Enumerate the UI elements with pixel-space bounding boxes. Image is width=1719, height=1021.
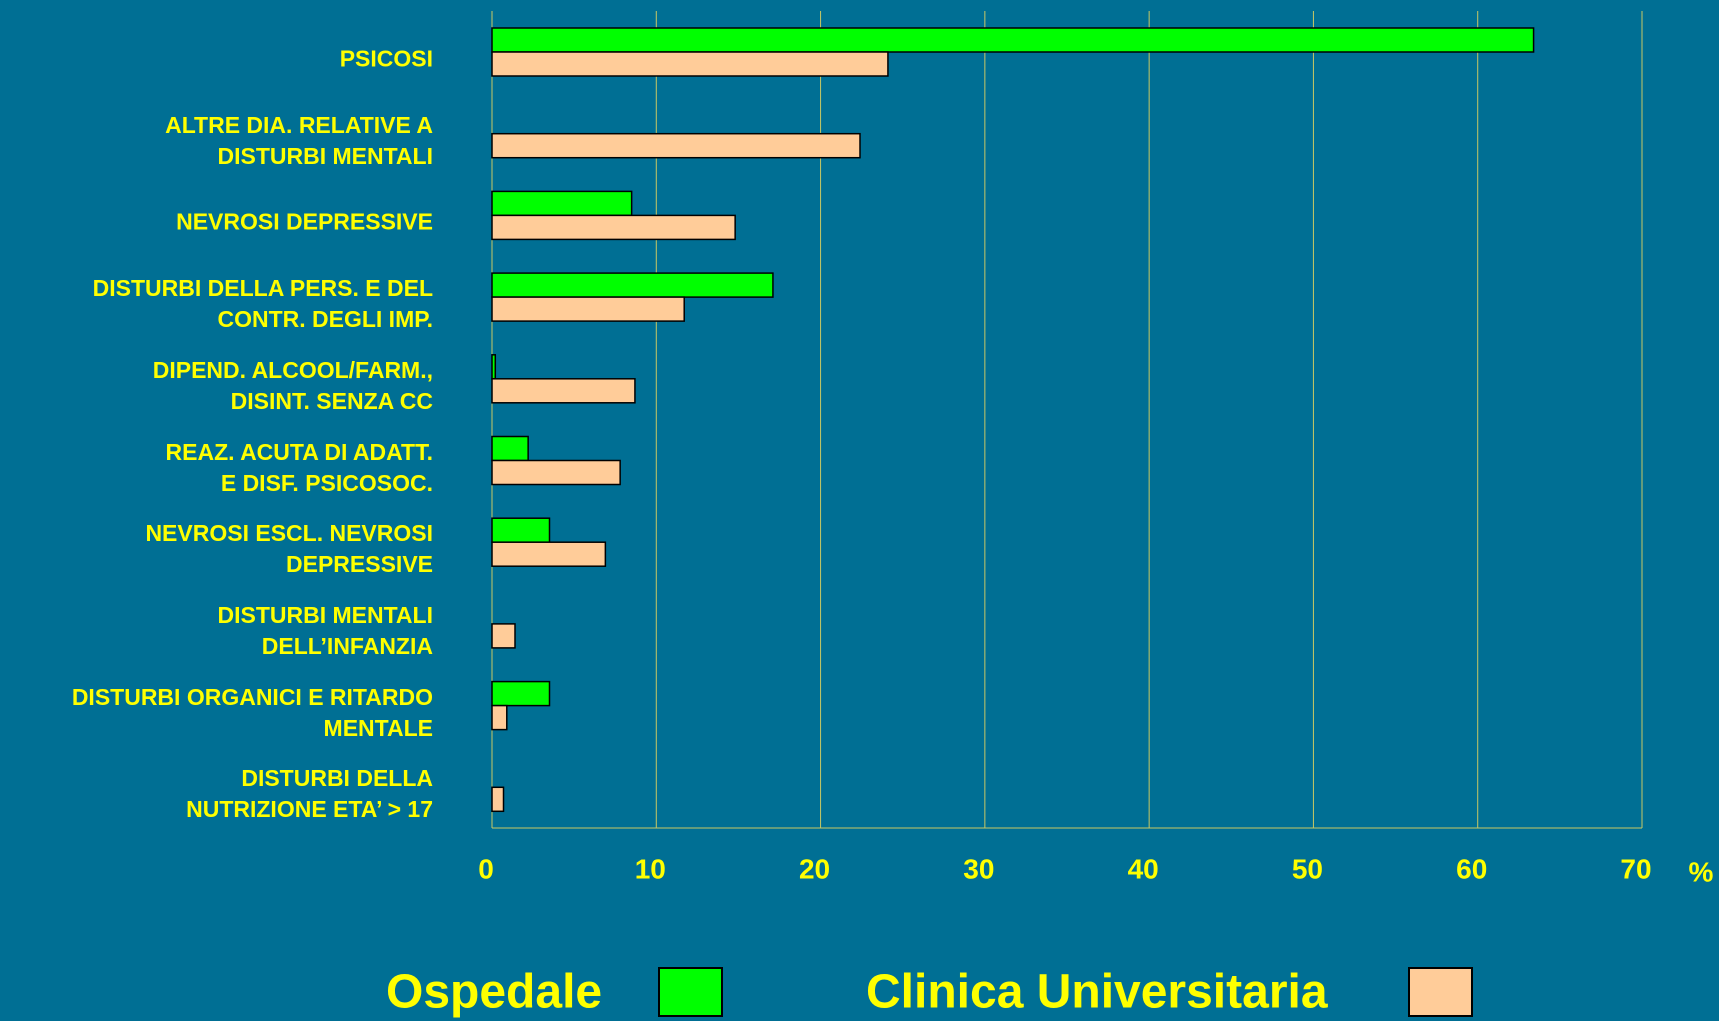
y-tick-label: NEVROSI DEPRESSIVE [176, 208, 433, 235]
x-tick-label: 10 [635, 853, 666, 884]
bar [491, 786, 505, 813]
x-tick-label: 20 [799, 853, 830, 884]
legend-label: Clinica Universitaria [866, 966, 1328, 1019]
bar [491, 517, 551, 543]
bar [491, 680, 551, 707]
y-tick-label: DISTURBI MENTALI DELL’INFANZIA [217, 601, 433, 659]
bar [491, 132, 861, 159]
bar [491, 704, 508, 731]
bar [491, 51, 889, 77]
x-tick-label: 0 [478, 853, 494, 884]
y-tick-label: DISTURBI ORGANICI E RITARDO MENTALE [71, 683, 433, 741]
bar [491, 190, 633, 217]
bar [491, 541, 607, 567]
bar [491, 378, 636, 404]
x-tick-label: 50 [1292, 853, 1323, 884]
x-tick-label: 40 [1128, 853, 1159, 884]
y-tick-label: ALTRE DIA. RELATIVE A DISTURBI MENTALI [165, 111, 433, 169]
bar [491, 435, 529, 462]
y-tick-label: PSICOSI [339, 45, 433, 72]
legend-swatch [1408, 967, 1473, 1017]
legend-label: Ospedale [386, 966, 602, 1019]
bar [491, 214, 736, 241]
bar [491, 623, 516, 649]
x-axis-label: % [1689, 856, 1714, 887]
y-tick-label: REAZ. ACUTA DI ADATT. E DISF. PSICOSOC. [165, 438, 433, 496]
bar [491, 27, 1535, 53]
x-tick-label: 70 [1620, 853, 1651, 884]
y-tick-label: NEVROSI ESCL. NEVROSI DEPRESSIVE [145, 520, 433, 578]
y-tick-label: DISTURBI DELLA NUTRIZIONE ETA’ > 17 [186, 765, 433, 823]
legend-swatch [658, 967, 723, 1017]
y-tick-label: DIPEND. ALCOOL/FARM., DISINT. SENZA CC [152, 356, 433, 414]
x-tick-label: 60 [1456, 853, 1487, 884]
y-tick-label: DISTURBI DELLA PERS. E DEL CONTR. DEGLI … [92, 275, 433, 333]
bar [491, 459, 621, 486]
bar [491, 272, 774, 298]
x-tick-label: 30 [963, 853, 994, 884]
bar [491, 354, 497, 380]
bar [491, 296, 685, 322]
